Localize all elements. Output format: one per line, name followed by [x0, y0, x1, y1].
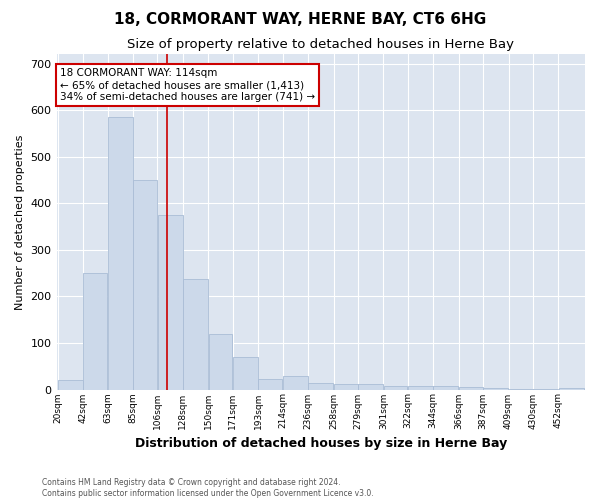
Title: Size of property relative to detached houses in Herne Bay: Size of property relative to detached ho… — [127, 38, 514, 51]
X-axis label: Distribution of detached houses by size in Herne Bay: Distribution of detached houses by size … — [134, 437, 507, 450]
Bar — [259, 380, 282, 390]
Bar — [483, 388, 508, 390]
Bar — [383, 386, 407, 390]
Bar — [183, 279, 208, 390]
Bar — [509, 388, 533, 390]
Text: 18, CORMORANT WAY, HERNE BAY, CT6 6HG: 18, CORMORANT WAY, HERNE BAY, CT6 6HG — [114, 12, 486, 28]
Text: 18 CORMORANT WAY: 114sqm
← 65% of detached houses are smaller (1,413)
34% of sem: 18 CORMORANT WAY: 114sqm ← 65% of detach… — [60, 68, 315, 102]
Bar — [459, 387, 483, 390]
Bar — [408, 386, 433, 390]
Text: Contains HM Land Registry data © Crown copyright and database right 2024.
Contai: Contains HM Land Registry data © Crown c… — [42, 478, 374, 498]
Bar — [334, 384, 358, 390]
Bar — [283, 376, 308, 390]
Bar — [83, 273, 107, 390]
Bar — [209, 334, 232, 390]
Bar — [58, 380, 83, 390]
Y-axis label: Number of detached properties: Number of detached properties — [15, 134, 25, 310]
Bar — [133, 180, 157, 390]
Bar — [108, 118, 133, 390]
Bar — [358, 384, 383, 390]
Bar — [433, 386, 458, 390]
Bar — [308, 382, 333, 390]
Bar — [233, 357, 258, 390]
Bar — [559, 388, 584, 390]
Bar — [158, 215, 182, 390]
